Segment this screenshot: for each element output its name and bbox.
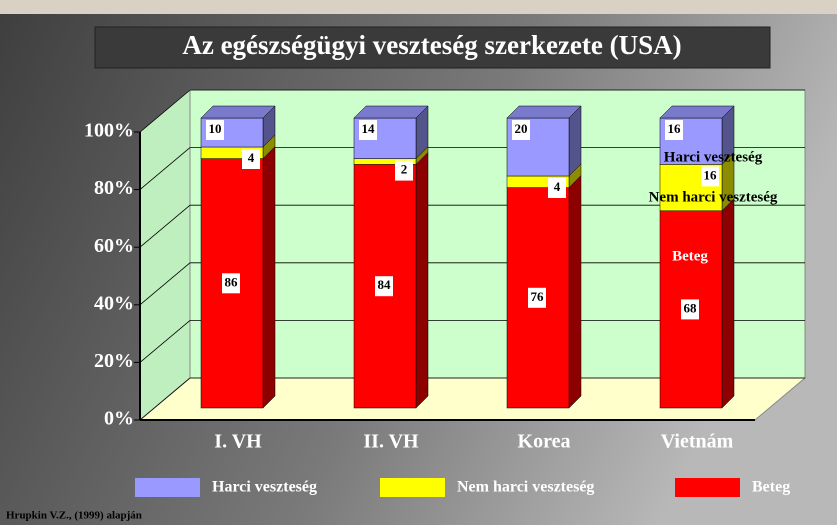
annotation: Nem harci veszteség (649, 189, 778, 205)
value-label: 68 (684, 300, 698, 315)
bar-side-shade (416, 152, 428, 408)
x-tick-label: II. VH (363, 431, 419, 453)
annotation: Beteg (672, 248, 708, 264)
y-tick-label: 100% (84, 120, 134, 142)
bar-side-shade (722, 199, 734, 408)
value-label: 84 (378, 277, 392, 292)
slide: Az egészségügyi veszteség szerkezete (US… (0, 0, 837, 525)
side-wall (140, 90, 190, 420)
x-tick-label: Vietnám (661, 431, 734, 453)
legend-label: Beteg (752, 479, 790, 496)
bar-side-shade (569, 176, 581, 408)
value-label: 16 (668, 121, 682, 136)
value-label: 4 (248, 150, 255, 165)
bar-top-shade (507, 106, 581, 118)
x-tick-label: Korea (518, 431, 571, 453)
y-tick-label: 80% (94, 177, 134, 199)
bar-side-shade (263, 147, 275, 408)
chart-title: Az egészségügyi veszteség szerkezete (US… (182, 30, 681, 60)
legend-label: Harci veszteség (212, 479, 317, 496)
value-label: 16 (704, 167, 718, 182)
legend-swatch (135, 478, 200, 497)
value-label: 20 (515, 121, 528, 136)
value-label: 76 (531, 289, 545, 304)
value-label: 10 (209, 121, 222, 136)
y-tick-label: 0% (104, 408, 134, 430)
source: Hrupkin V.Z., (1999) alapján (6, 510, 142, 522)
legend-swatch (675, 478, 740, 497)
y-tick-label: 40% (94, 292, 134, 314)
legend-swatch (380, 478, 445, 497)
bar-top-shade (354, 106, 428, 118)
bar-top-shade (660, 106, 734, 118)
value-label: 4 (554, 179, 561, 194)
x-tick-label: I. VH (214, 431, 262, 453)
y-tick-label: 60% (94, 235, 134, 257)
value-label: 14 (362, 121, 376, 136)
top-band (0, 0, 837, 14)
bar-top-shade (201, 106, 275, 118)
legend-label: Nem harci veszteség (457, 479, 594, 496)
value-label: 86 (225, 274, 239, 289)
annotation: Harci veszteség (664, 149, 763, 165)
value-label: 2 (401, 162, 408, 177)
y-tick-label: 20% (94, 350, 134, 372)
